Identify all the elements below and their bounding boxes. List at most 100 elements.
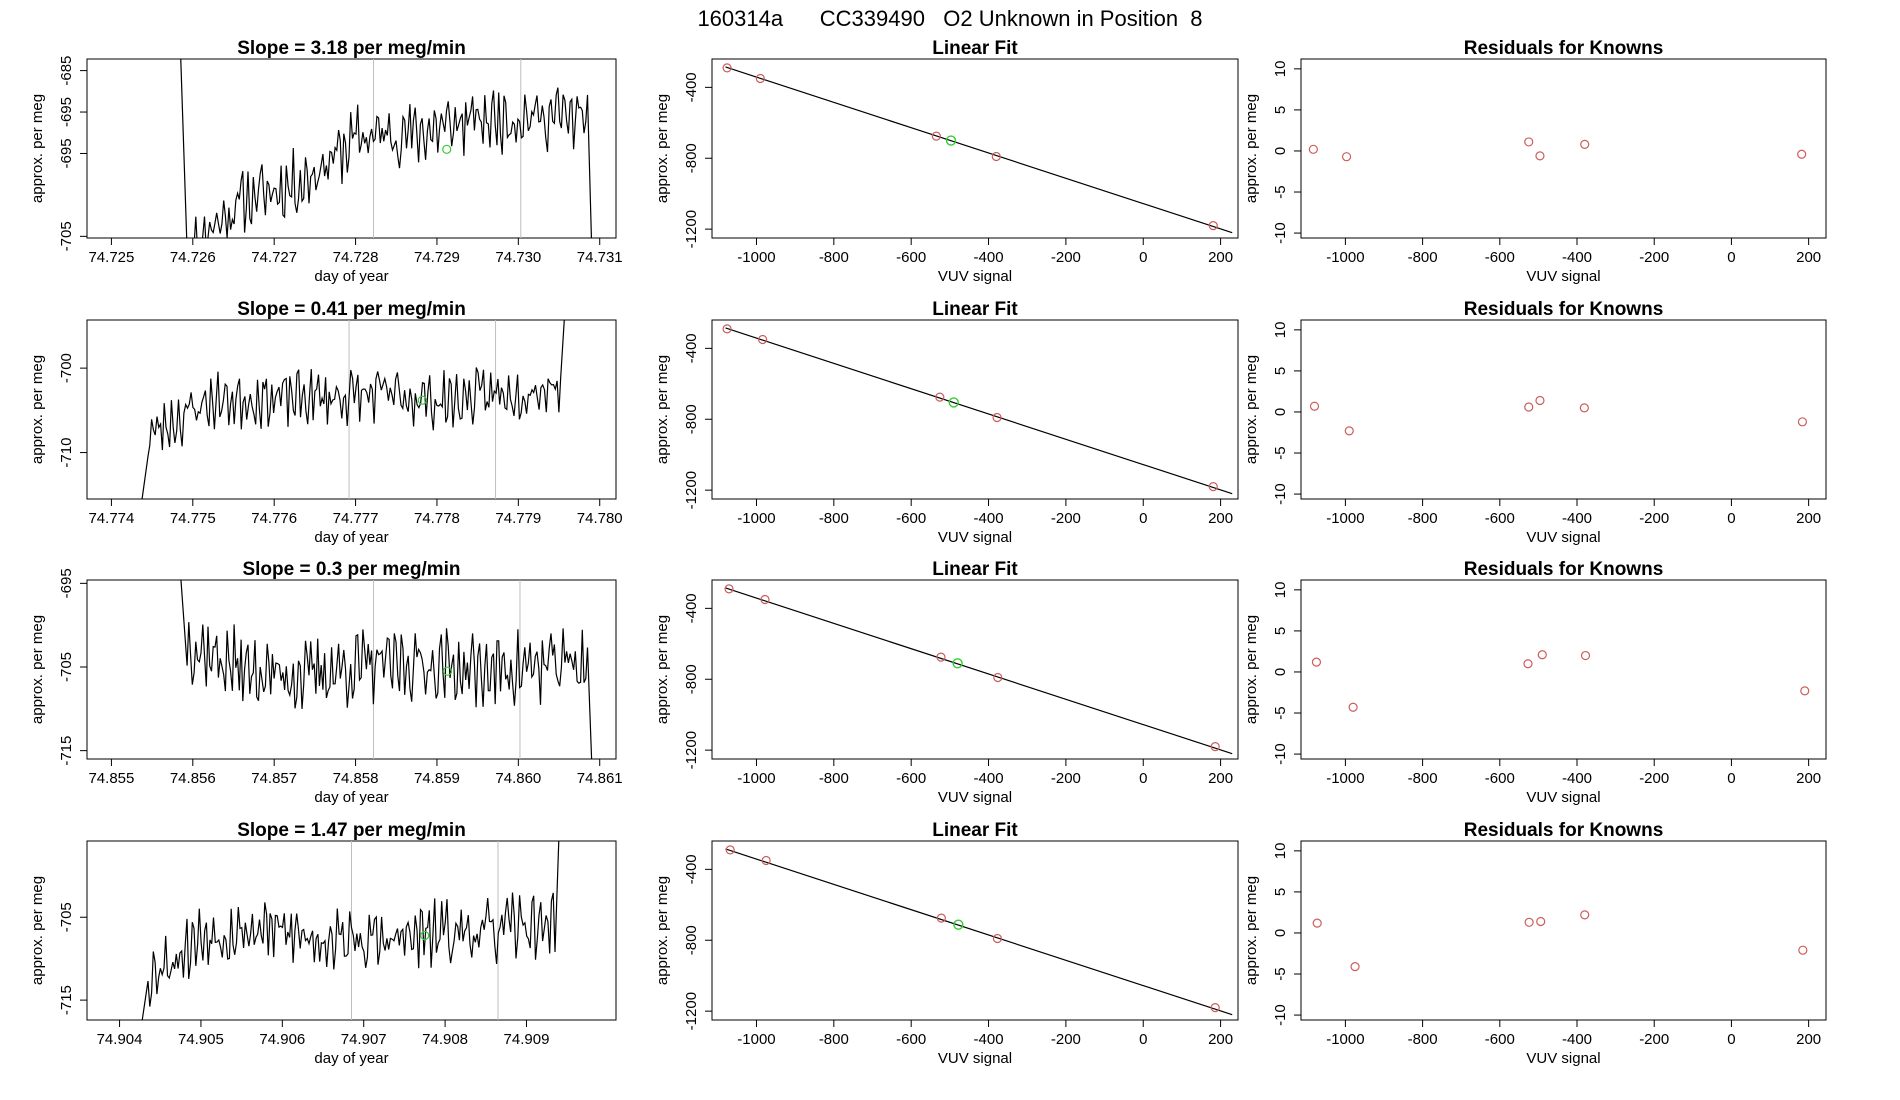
known-point <box>931 131 941 141</box>
series-line <box>180 59 593 238</box>
x-axis-label: day of year <box>314 1050 388 1067</box>
y-tick-label: -715 <box>58 985 75 1015</box>
x-tick-label: -1000 <box>737 510 775 527</box>
known-point <box>936 652 946 662</box>
panel-title: Residuals for Knowns <box>1464 559 1664 580</box>
x-tick-label: 0 <box>1139 1031 1147 1048</box>
y-tick-label: 0 <box>1272 929 1289 937</box>
x-tick-label: -200 <box>1639 249 1669 266</box>
panel-linear-fit-row-1: Linear Fit -1000 -800 -600 -400 -200 0 200 VUV s… <box>654 38 1239 285</box>
known-point <box>725 845 735 855</box>
panel-residuals-row-1: Residuals for Knowns-1000 -800 -600 -400 -20… <box>1243 38 1827 285</box>
figure-title: 160314a CC339490 O2 Unknown in Position … <box>697 6 1202 31</box>
known-point <box>1800 686 1810 696</box>
x-tick-label: -800 <box>1408 249 1438 266</box>
panel-title: Linear Fit <box>932 299 1018 320</box>
panel-title: Slope = 0.41 per meg/min <box>237 299 466 320</box>
y-tick-label: -5 <box>1272 446 1289 459</box>
x-tick-label: 200 <box>1796 510 1821 527</box>
y-tick-label: -10 <box>1272 483 1289 505</box>
x-tick-label: -1000 <box>1326 249 1364 266</box>
known-point <box>1580 910 1590 920</box>
known-point <box>724 584 734 594</box>
x-tick-label: -1000 <box>737 770 775 787</box>
x-tick-label: 74.858 <box>333 770 379 787</box>
x-tick-label: 74.731 <box>577 249 623 266</box>
panel-residuals-row-3: Residuals for Knowns-1000 -800 -600 -400 -20… <box>1243 559 1827 806</box>
known-point <box>1350 962 1360 972</box>
x-tick-label: -600 <box>1485 770 1515 787</box>
y-axis-label: approx. per meg <box>29 876 46 985</box>
x-tick-label: -800 <box>1408 770 1438 787</box>
plot-frame <box>711 319 1239 500</box>
x-tick-label: 200 <box>1208 249 1233 266</box>
known-point <box>935 392 945 402</box>
plot-area <box>180 580 593 759</box>
x-tick-label: -1000 <box>1326 1031 1364 1048</box>
known-point <box>993 672 1003 683</box>
y-axis-label: approx. per meg <box>1243 615 1260 724</box>
y-axis-label: approx. per meg <box>654 615 671 724</box>
x-axis-label: VUV signal <box>938 1050 1012 1067</box>
unknown-point <box>442 666 453 676</box>
x-tick-label: 74.727 <box>251 249 297 266</box>
x-tick-label: 0 <box>1139 770 1147 787</box>
x-axis-label: VUV signal <box>1526 268 1600 285</box>
y-tick-label: -1200 <box>683 731 700 769</box>
panel-linear-fit-row-4: Linear Fit -1000 -800 -600 -400 -200 0 200 VUV s… <box>654 820 1239 1067</box>
plot-frame <box>1300 579 1827 760</box>
plot-area <box>180 59 593 238</box>
x-tick-label: 74.774 <box>88 510 134 527</box>
x-tick-label: -200 <box>1051 770 1081 787</box>
x-tick-label: 200 <box>1208 1031 1233 1048</box>
x-tick-label: 74.855 <box>88 770 134 787</box>
x-tick-label: 74.775 <box>170 510 216 527</box>
panel-timeseries-row-1: Slope = 3.18 per meg/min 74.725 74.726 74.7… <box>29 38 623 285</box>
panel-title: Slope = 3.18 per meg/min <box>237 38 466 59</box>
plot-frame <box>711 58 1239 239</box>
panel-linear-fit-row-3: Linear Fit -1000 -800 -600 -400 -200 0 200 VUV s… <box>654 559 1239 806</box>
known-point <box>992 933 1003 944</box>
y-tick-label: 0 <box>1272 147 1289 155</box>
y-tick-label: 5 <box>1272 627 1289 635</box>
x-tick-label: 74.730 <box>495 249 541 266</box>
x-tick-label: 200 <box>1796 770 1821 787</box>
panel-residuals-row-4: Residuals for Knowns-1000 -800 -600 -400 -20… <box>1243 820 1827 1067</box>
y-tick-label: 5 <box>1272 367 1289 375</box>
x-tick-label: -800 <box>819 770 849 787</box>
x-tick-label: -400 <box>1562 249 1592 266</box>
x-tick-label: 0 <box>1727 1031 1735 1048</box>
y-axis-label: approx. per meg <box>29 355 46 464</box>
x-tick-label: -600 <box>1485 249 1515 266</box>
panel-timeseries-row-2: Slope = 0.41 per meg/min 74.774 74.775 74.7… <box>29 299 623 546</box>
known-point <box>1344 426 1354 436</box>
x-tick-label: 74.904 <box>97 1031 143 1048</box>
known-point <box>1210 1002 1220 1013</box>
unknown-point <box>952 658 963 669</box>
known-point <box>1523 659 1533 669</box>
known-point <box>1537 650 1547 660</box>
x-tick-label: 200 <box>1208 770 1233 787</box>
x-tick-label: 74.856 <box>170 770 216 787</box>
x-tick-label: 200 <box>1796 1031 1821 1048</box>
known-point <box>1535 151 1545 161</box>
x-tick-label: 74.909 <box>504 1031 550 1048</box>
panel-residuals-row-2: Residuals for Knowns-1000 -800 -600 -400 -20… <box>1243 299 1827 546</box>
x-tick-label: -600 <box>1485 510 1515 527</box>
y-axis-label: approx. per meg <box>654 94 671 203</box>
known-point <box>991 151 1001 162</box>
plot-area <box>725 845 1233 1016</box>
y-axis-label: approx. per meg <box>29 615 46 724</box>
x-tick-label: 74.906 <box>259 1031 305 1048</box>
plot-area <box>722 63 1233 234</box>
y-tick-label: -685 <box>58 56 75 86</box>
y-axis-label: approx. per meg <box>1243 876 1260 985</box>
x-tick-label: 74.779 <box>495 510 541 527</box>
panel-timeseries-row-3: Slope = 0.3 per meg/min 74.855 74.856 74.85… <box>29 559 623 806</box>
y-tick-label: -695 <box>58 568 75 598</box>
fit-line <box>725 587 1233 755</box>
x-tick-label: -200 <box>1639 770 1669 787</box>
known-point <box>1341 152 1352 162</box>
x-tick-label: 0 <box>1727 770 1735 787</box>
plot-area <box>722 324 1233 495</box>
